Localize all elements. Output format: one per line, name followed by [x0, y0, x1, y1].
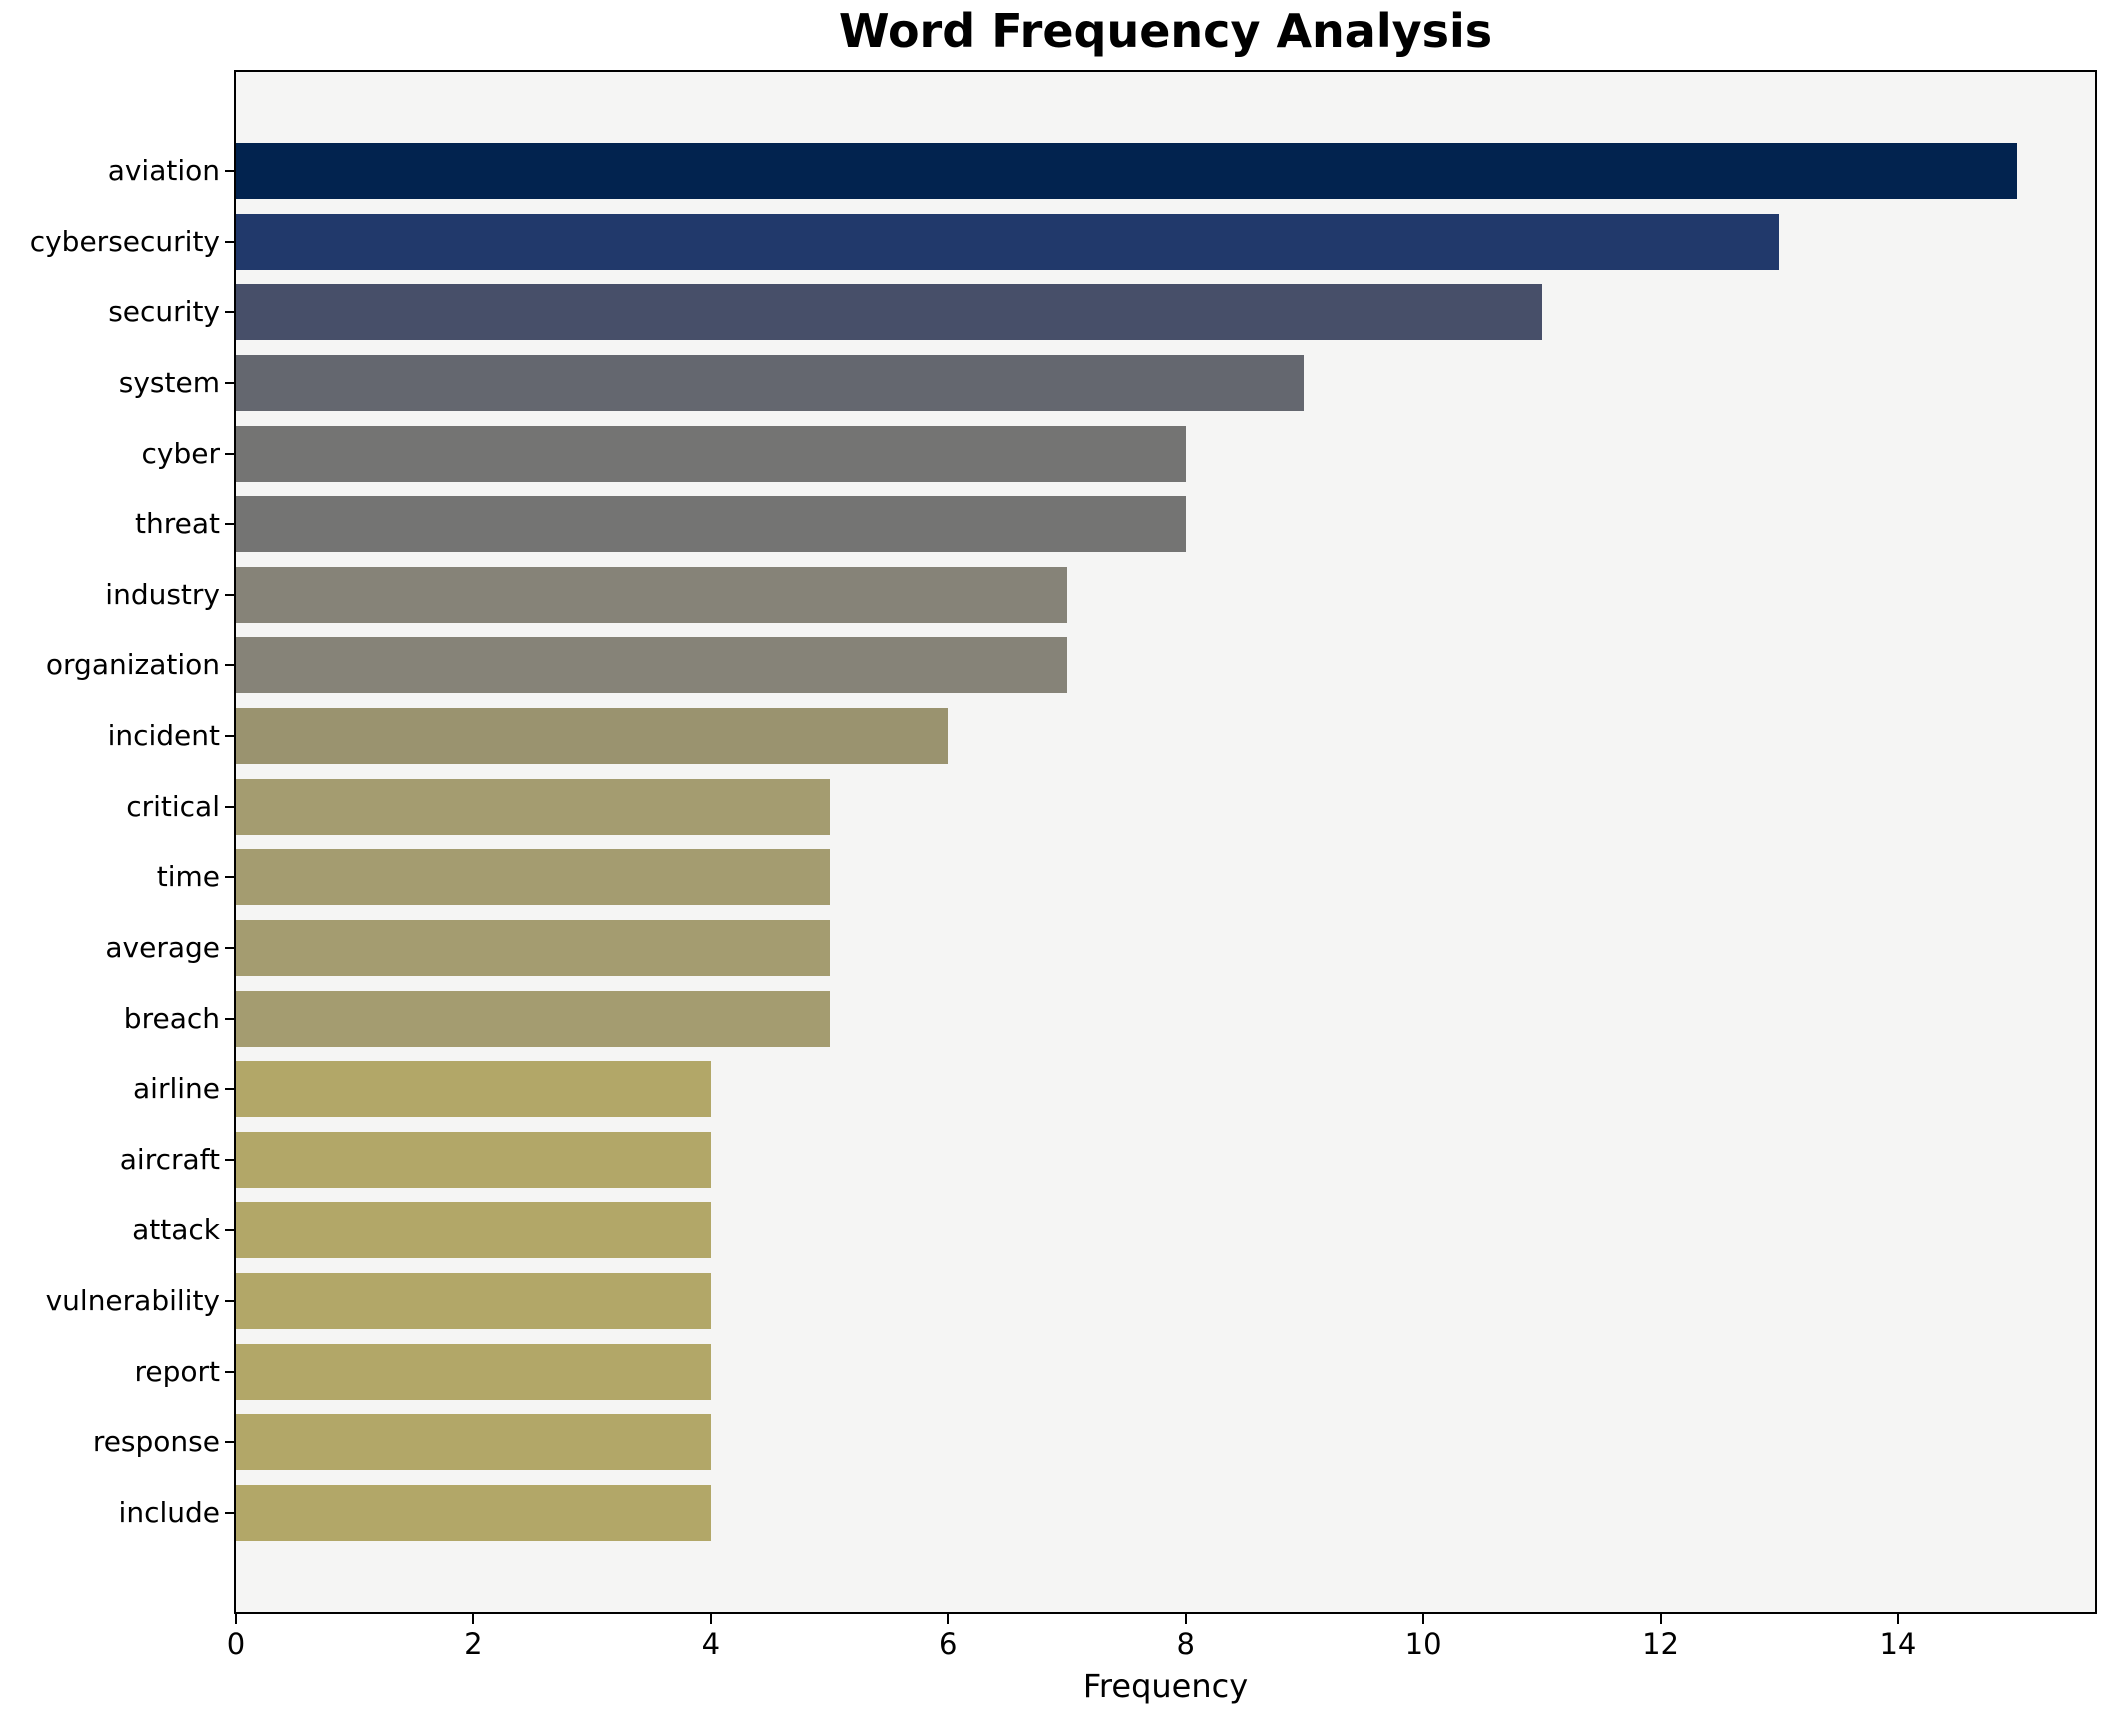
ytick-label-cyber: cyber: [141, 436, 220, 470]
bar-average: [236, 919, 830, 976]
bar-cybersecurity: [236, 213, 1780, 270]
bar-critical: [236, 778, 830, 835]
bar-airline: [236, 1061, 711, 1118]
y-tick-mark: [225, 1088, 236, 1091]
y-tick-mark: [225, 1229, 236, 1232]
y-tick-mark: [225, 664, 236, 667]
ytick-label-vulnerability: vulnerability: [45, 1284, 220, 1318]
ytick-label-critical: critical: [126, 789, 220, 823]
xtick-label-0: 0: [226, 1627, 246, 1661]
plot-area: [234, 70, 2097, 1614]
y-tick-mark: [225, 876, 236, 879]
bar-attack: [236, 1202, 711, 1259]
y-tick-mark: [225, 593, 236, 596]
ytick-label-cybersecurity: cybersecurity: [29, 224, 220, 258]
x-tick-mark: [1184, 1614, 1187, 1624]
bar-cyber: [236, 425, 1186, 482]
x-tick-mark: [709, 1614, 712, 1624]
ytick-label-aviation: aviation: [107, 154, 220, 187]
bar-include: [236, 1484, 711, 1541]
ytick-label-threat: threat: [135, 507, 220, 541]
ytick-label-aircraft: aircraft: [119, 1142, 220, 1176]
xtick-label-2: 2: [464, 1627, 483, 1661]
y-tick-mark: [225, 805, 236, 808]
bar-aviation: [236, 143, 2017, 199]
y-tick-mark: [225, 1441, 236, 1444]
ytick-label-report: report: [134, 1354, 220, 1388]
x-tick-mark: [1896, 1614, 1899, 1624]
ytick-label-industry: industry: [105, 577, 220, 611]
bar-security: [236, 284, 1542, 341]
bar-report: [236, 1343, 711, 1400]
y-tick-mark: [225, 1158, 236, 1161]
x-axis-label: Frequency: [1082, 1667, 1249, 1705]
bar-response: [236, 1414, 711, 1471]
y-tick-mark: [225, 170, 236, 172]
bar-system: [236, 354, 1305, 411]
ytick-label-breach: breach: [123, 1001, 220, 1035]
xtick-label-8: 8: [1176, 1627, 1195, 1661]
bar-aircraft: [236, 1131, 711, 1188]
x-tick-mark: [947, 1614, 950, 1624]
x-tick-mark: [235, 1614, 237, 1624]
y-tick-mark: [225, 1511, 236, 1514]
x-tick-mark: [1659, 1614, 1662, 1624]
bar-vulnerability: [236, 1273, 711, 1330]
ytick-label-attack: attack: [132, 1213, 220, 1247]
xtick-label-4: 4: [701, 1627, 721, 1661]
y-tick-mark: [225, 523, 236, 526]
y-tick-mark: [225, 452, 236, 455]
x-tick-mark: [1422, 1614, 1425, 1624]
xtick-label-10: 10: [1404, 1627, 1442, 1661]
bar-incident: [236, 708, 949, 765]
ytick-label-response: response: [92, 1425, 220, 1459]
y-tick-mark: [225, 311, 236, 314]
xtick-label-12: 12: [1642, 1627, 1679, 1661]
bar-organization: [236, 637, 1067, 694]
ytick-label-system: system: [118, 365, 220, 399]
ytick-label-organization: organization: [45, 648, 220, 682]
y-tick-mark: [225, 1300, 236, 1303]
bar-breach: [236, 990, 830, 1047]
x-tick-mark: [472, 1614, 475, 1624]
ytick-label-security: security: [108, 295, 220, 329]
chart-title: Word Frequency Analysis: [838, 4, 1493, 58]
y-tick-mark: [225, 240, 236, 243]
ytick-label-time: time: [156, 860, 220, 894]
y-tick-mark: [225, 1017, 236, 1020]
ytick-label-incident: incident: [107, 719, 220, 753]
xtick-label-14: 14: [1879, 1627, 1917, 1661]
bar-industry: [236, 566, 1067, 623]
ytick-label-airline: airline: [133, 1072, 220, 1106]
y-tick-mark: [225, 1370, 236, 1373]
ytick-label-include: include: [118, 1495, 220, 1529]
ytick-label-average: average: [105, 930, 220, 964]
y-tick-mark: [225, 381, 236, 384]
xtick-label-6: 6: [939, 1627, 958, 1661]
y-tick-mark: [225, 735, 236, 738]
bar-threat: [236, 496, 1186, 553]
y-tick-mark: [225, 946, 236, 949]
bar-time: [236, 849, 830, 906]
